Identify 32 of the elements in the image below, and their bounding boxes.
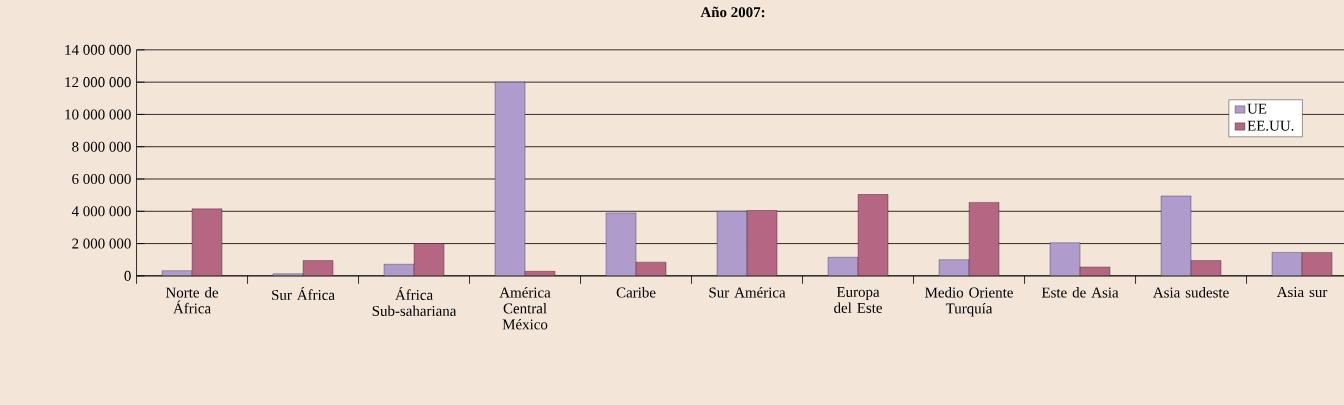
- x-tick-label: Medio Oriente Turquía: [925, 287, 1013, 317]
- bar: [413, 243, 445, 276]
- bar: [746, 210, 778, 276]
- y-tick-label: 4 000 000: [71, 206, 131, 217]
- legend-label: UE: [1247, 103, 1267, 114]
- legend-label: EE.UU.: [1247, 120, 1294, 131]
- bar: [1160, 195, 1192, 276]
- y-tick-label: 6 000 000: [72, 173, 131, 185]
- y-tick-label: 8 000 000: [72, 141, 131, 152]
- x-tick-label: Asia sudeste: [1153, 287, 1229, 298]
- x-tick-label: Europa del Este: [834, 287, 882, 313]
- x-tick-label: Sur África: [272, 287, 335, 301]
- x-tick-label: Asia sur: [1276, 287, 1328, 298]
- x-tick-label: América Central México: [499, 287, 551, 330]
- bar: [968, 202, 1000, 276]
- chart-title: Año 2007:: [700, 6, 765, 18]
- x-tick-label: Sur América: [709, 287, 786, 298]
- y-tick-label: 12 000 000: [65, 77, 131, 88]
- x-tick-label: Norte de África: [165, 287, 219, 314]
- x-tick-label: Este de Asia: [1041, 287, 1119, 298]
- bar: [716, 211, 748, 276]
- bar: [857, 194, 889, 276]
- x-tick-label: Caribe: [616, 287, 656, 298]
- bar: [494, 81, 526, 276]
- bar: [605, 212, 637, 276]
- y-tick-label: 10 000 000: [65, 109, 131, 120]
- bar: [191, 208, 223, 276]
- bar: [1049, 242, 1081, 276]
- y-tick-label: 2 000 000: [72, 238, 131, 249]
- y-tick-label: 14 000 000: [65, 44, 131, 55]
- y-tick-label: 0: [124, 270, 131, 281]
- x-tick-label: África Sub-sahariana: [372, 287, 457, 316]
